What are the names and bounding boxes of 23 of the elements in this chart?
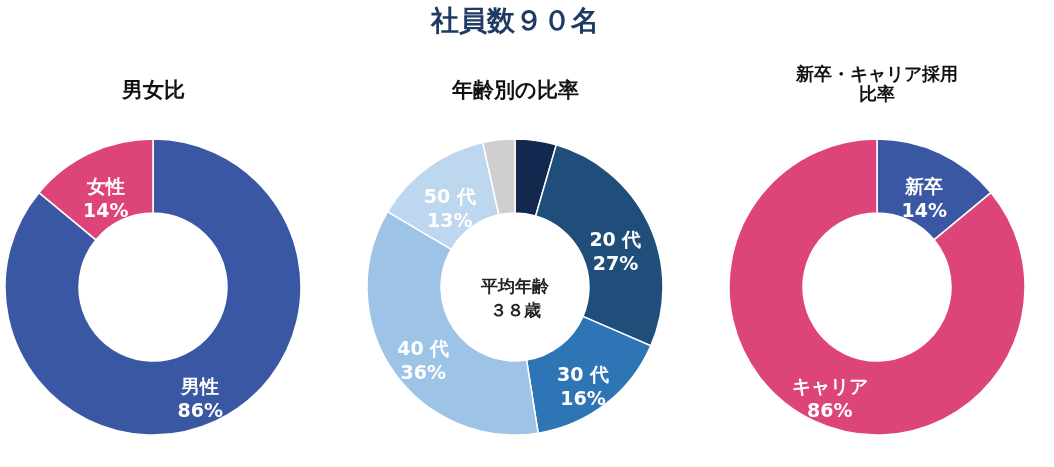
data-label: 16% [560,386,606,409]
slice-label: 30 代 [557,362,610,385]
slice-label: 20 代 [589,227,642,250]
slice-label: 40 代 [397,337,450,360]
data-label: 86% [807,399,853,422]
data-label: 14% [83,198,129,221]
chart-title: 新卒・キャリア採用比率 [795,63,958,104]
slice-label: 新卒 [904,174,944,197]
chart-title: 年齢別の比率 [450,78,579,102]
chart-title: 男女比 [120,78,185,102]
slice-label: 50 代 [423,185,476,208]
text: 平均年齢３８歳 [480,276,550,320]
donut-slice [728,138,1026,436]
slice-label: キャリア [791,375,868,398]
slice-label: 女性 [85,174,125,197]
data-label: 36% [400,361,446,384]
data-label: 13% [427,209,473,232]
slice-label: 男性 [180,375,220,398]
data-label: 14% [901,198,947,221]
data-label: 86% [177,399,223,422]
text: 社員数９０名 [430,4,599,37]
donut-slice [4,138,302,436]
data-label: 27% [592,251,639,274]
